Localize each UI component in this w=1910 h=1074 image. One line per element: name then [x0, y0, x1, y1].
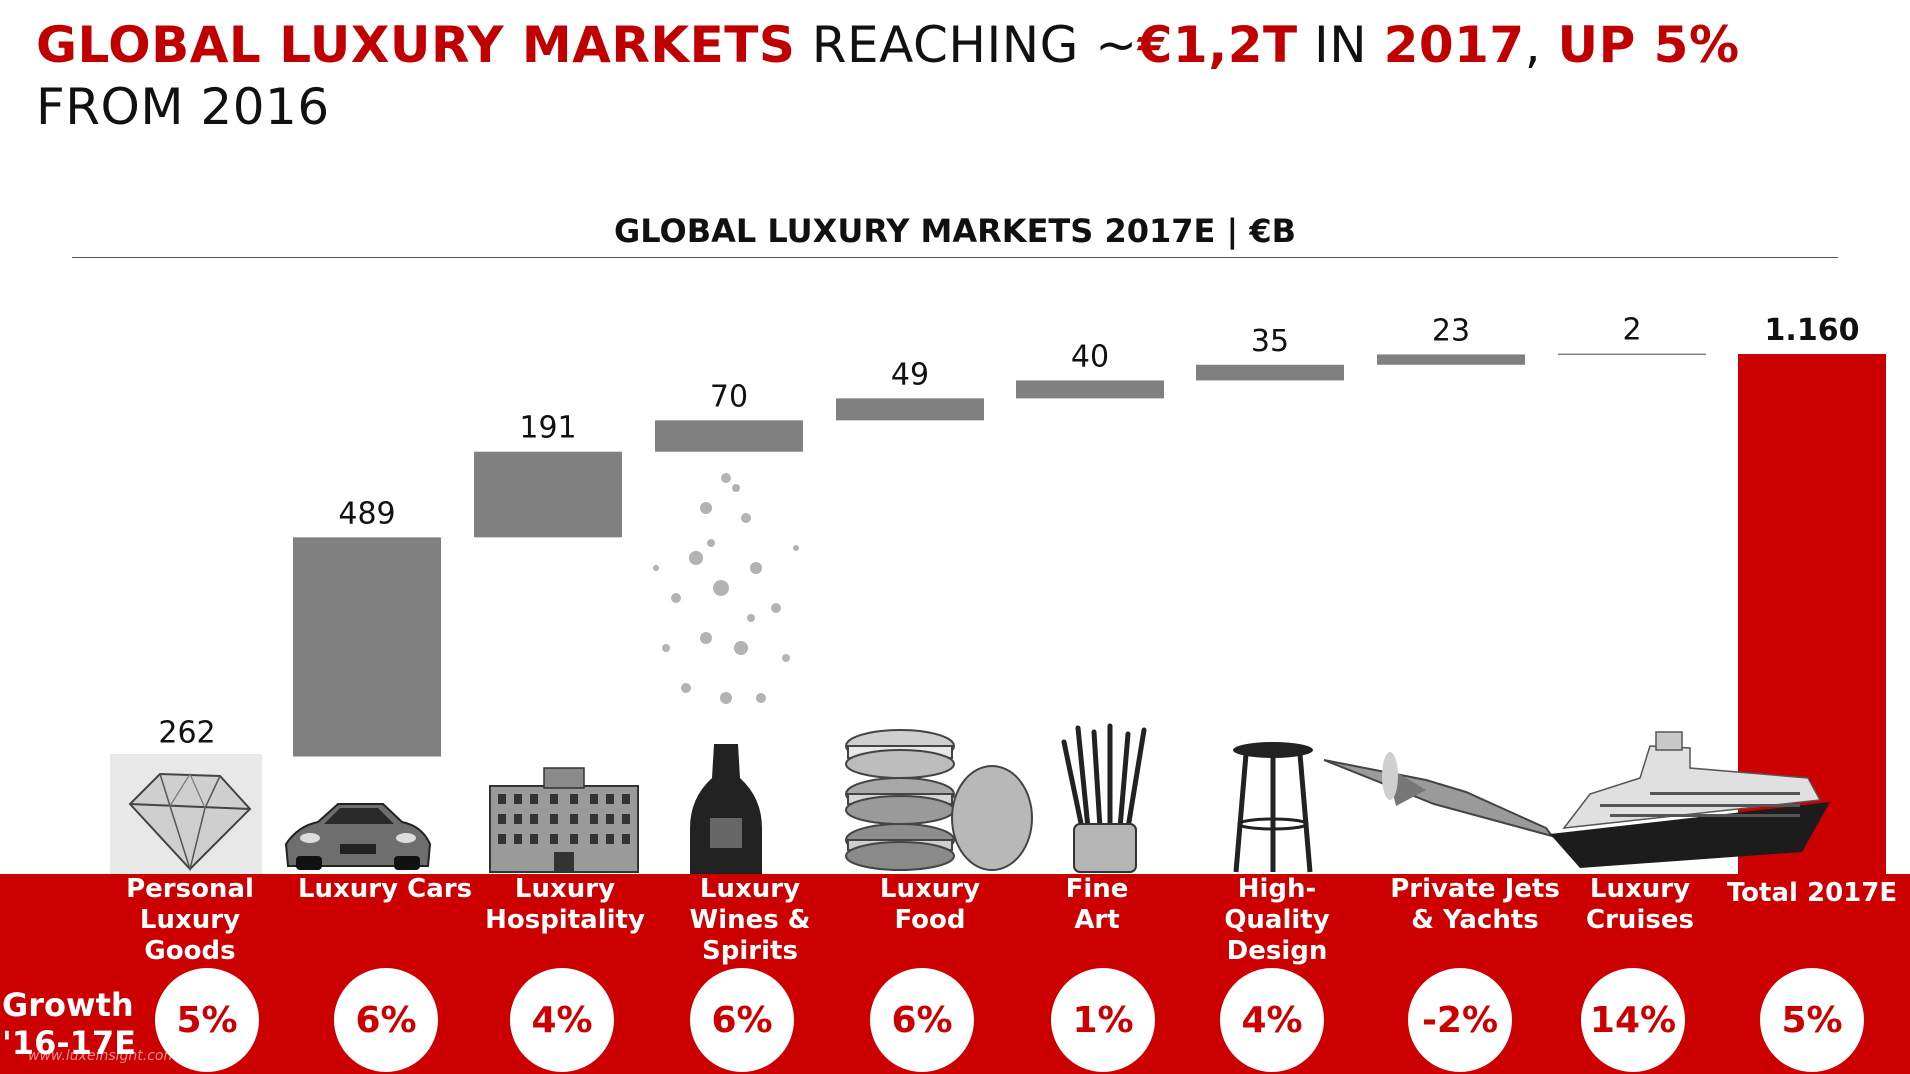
headline-part: FROM 2016 [36, 78, 330, 136]
growth-circle: 4% [1220, 968, 1324, 1072]
category-label: Luxury Cars [297, 874, 473, 904]
champagne-icon [653, 473, 799, 874]
growth-row-label: Growth '16-17E [2, 986, 136, 1062]
bar-6 [1016, 380, 1164, 399]
chart-title: GLOBAL LUXURY MARKETS 2017E | €B [614, 212, 1296, 250]
category-label: Luxury Wines & Spirits [689, 874, 811, 966]
category-label: Fine Art [1065, 874, 1129, 935]
cruise-ship-icon [1550, 731, 1830, 868]
headline-part: , [1524, 16, 1558, 74]
category-label: Private Jets & Yachts [1390, 874, 1560, 935]
title-divider [72, 257, 1838, 258]
growth-value: 4% [531, 999, 593, 1041]
headline-part: UP 5% [1557, 16, 1740, 74]
value-label: 23 [1432, 313, 1470, 348]
growth-value: 14% [1589, 999, 1677, 1041]
growth-value: 5% [176, 999, 238, 1041]
hotel-icon [489, 767, 639, 873]
value-label: 489 [338, 496, 395, 531]
bar-7 [1196, 364, 1344, 381]
car-icon [284, 803, 432, 870]
growth-value: 6% [355, 999, 417, 1041]
category-label: Luxury Food [879, 874, 981, 935]
paintbrush-icon [1061, 723, 1147, 873]
growth-value: -2% [1421, 999, 1499, 1041]
value-label: 35 [1251, 324, 1289, 359]
growth-circle: 6% [334, 968, 438, 1072]
growth-circle: 1% [1051, 968, 1155, 1072]
stool-icon [1233, 742, 1313, 873]
headline-part: GLOBAL LUXURY MARKETS [36, 16, 796, 74]
headline-part: IN [1297, 16, 1384, 74]
growth-value: 6% [891, 999, 953, 1041]
bar-9 [1558, 353, 1706, 356]
growth-circle: -2% [1408, 968, 1512, 1072]
bar-5 [836, 398, 984, 421]
category-label: Luxury Cruises [1586, 874, 1694, 935]
value-label: 49 [891, 357, 929, 392]
category-label: High-Quality Design [1224, 874, 1330, 966]
growth-circle: 6% [690, 968, 794, 1072]
diamond-icon [110, 754, 262, 874]
growth-value: 5% [1781, 999, 1843, 1041]
bar-3 [474, 451, 622, 538]
bar-2 [293, 537, 441, 757]
bar-4 [655, 420, 803, 452]
growth-circle: 5% [1760, 968, 1864, 1072]
category-label: Total 2017E [1726, 878, 1898, 908]
bar-8 [1377, 354, 1525, 365]
growth-value: 6% [711, 999, 773, 1041]
jet-icon [1323, 752, 1555, 838]
watermark: www.luxeinsight.com [28, 1048, 178, 1064]
headline-part: REACHING ~ [795, 16, 1138, 74]
growth-circle: 14% [1581, 968, 1685, 1072]
headline: GLOBAL LUXURY MARKETS REACHING ~€1,2T IN… [36, 14, 1876, 138]
value-label: 70 [710, 379, 748, 414]
macaron-icon [845, 729, 1033, 871]
growth-circle: 4% [510, 968, 614, 1072]
value-label: 40 [1071, 339, 1109, 374]
value-label: 1.160 [1765, 313, 1860, 348]
growth-circle: 5% [155, 968, 259, 1072]
value-label: 262 [158, 716, 215, 751]
growth-value: 4% [1241, 999, 1303, 1041]
headline-part: €1,2T [1137, 16, 1298, 74]
value-label: 191 [519, 411, 576, 446]
category-label: Personal Luxury Goods [126, 874, 254, 966]
headline-part: 2017 [1383, 16, 1525, 74]
growth-circle: 6% [870, 968, 974, 1072]
growth-value: 1% [1072, 999, 1134, 1041]
category-label: Luxury Hospitality [485, 874, 645, 935]
value-label: 2 [1622, 313, 1641, 348]
